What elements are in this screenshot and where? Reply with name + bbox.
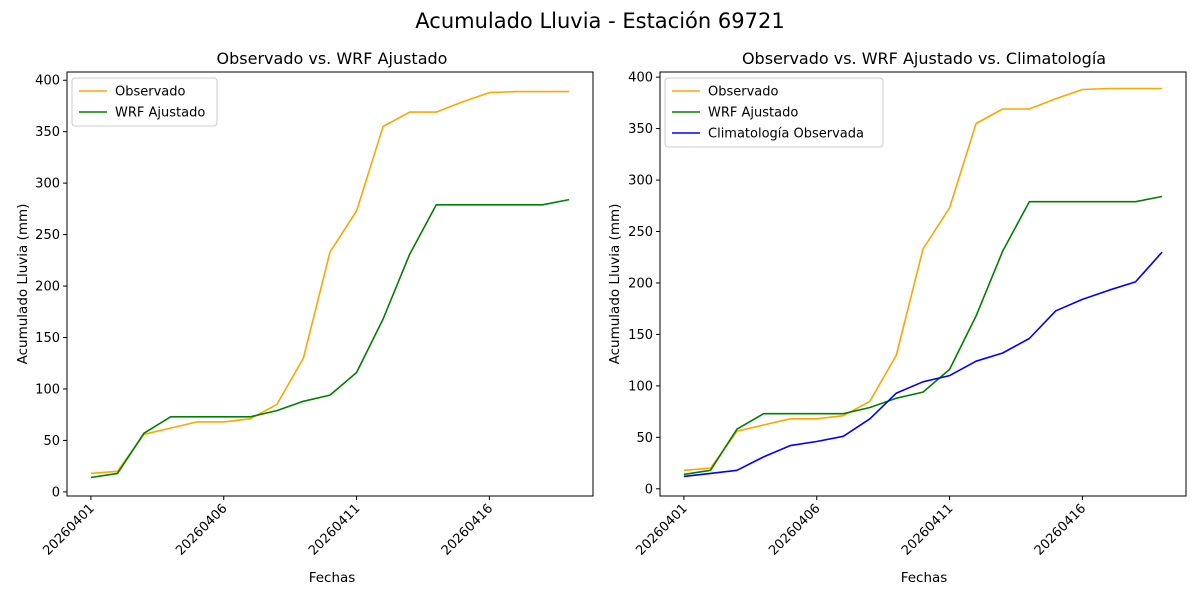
left-legend-entry: Observado [115, 85, 186, 100]
left-legend: Observado WRF Ajustado [71, 77, 218, 127]
left-y-tick-label: 300 [35, 177, 60, 192]
right-x-axis: 20260401 20260406 20260411 20260416 [633, 496, 1089, 559]
left-plot-area [66, 71, 594, 497]
left-y-tick-label: 250 [35, 228, 60, 243]
left-x-tick-label: 20260411 [306, 501, 363, 558]
right-y-tick-label: 350 [628, 122, 653, 137]
left-legend-box [71, 77, 218, 127]
right-chart-title: Observado vs. WRF Ajustado vs. Climatolo… [742, 49, 1106, 68]
left-y-tick-label: 0 [52, 485, 60, 500]
right-y-tick-label: 400 [628, 71, 653, 86]
right-y-tick-label: 150 [628, 328, 653, 343]
left-y-tick-label: 400 [35, 74, 60, 89]
right-legend-entry: WRF Ajustado [708, 106, 798, 121]
right-y-tick-label: 0 [645, 482, 653, 497]
right-legend: Observado WRF Ajustado Climatología Observ… [664, 77, 884, 148]
left-series-group [90, 90, 570, 479]
left-y-tick-label: 350 [35, 125, 60, 140]
right-x-tick-label: 20260416 [1032, 501, 1089, 558]
right-x-tick-label: 20260406 [766, 501, 823, 558]
figure-suptitle: Acumulado Lluvia - Estación 69721 [415, 9, 784, 33]
right-series-group [683, 87, 1163, 478]
left-legend-entry: WRF Ajustado [115, 106, 205, 121]
right-y-tick-label: 300 [628, 174, 653, 189]
left-y-tick-label: 200 [35, 280, 60, 295]
right-y-tick-label: 200 [628, 276, 653, 291]
left-y-axis: 0 50 100 150 200 250 300 350 400 [35, 74, 67, 500]
right-series-line-1 [683, 195, 1163, 476]
right-series-line-0 [683, 87, 1163, 472]
left-series-line-0 [90, 90, 570, 475]
right-plot-area [659, 71, 1187, 497]
right-x-axis-label: Fechas [901, 570, 948, 586]
left-series-line-1 [90, 198, 570, 479]
right-y-tick-label: 50 [636, 431, 653, 446]
right-x-tick-label: 20260401 [633, 501, 690, 558]
right-chart-panel: Observado vs. WRF Ajustado vs. Climatolo… [607, 49, 1187, 586]
left-y-tick-label: 50 [43, 434, 60, 449]
right-legend-box [664, 77, 884, 148]
left-x-axis: 20260401 20260406 20260411 20260416 [40, 496, 496, 559]
right-x-tick-label: 20260411 [899, 501, 956, 558]
left-y-tick-label: 100 [35, 382, 60, 397]
right-y-tick-label: 250 [628, 225, 653, 240]
right-y-axis: 0 50 100 150 200 250 300 350 400 [628, 71, 660, 497]
left-x-tick-label: 20260401 [40, 501, 97, 558]
right-y-tick-label: 100 [628, 379, 653, 394]
right-y-axis-label: Acumulado Lluvia (mm) [607, 204, 623, 365]
left-x-tick-label: 20260416 [439, 501, 496, 558]
right-legend-entry: Observado [708, 85, 779, 100]
left-y-axis-label: Acumulado Lluvia (mm) [15, 204, 31, 365]
left-x-axis-label: Fechas [309, 570, 356, 586]
left-chart-title: Observado vs. WRF Ajustado [217, 49, 448, 68]
right-series-line-2 [683, 251, 1163, 478]
right-legend-entry: Climatología Observada [708, 127, 864, 142]
left-chart-panel: Observado vs. WRF Ajustado 0 50 100 150 200 2… [15, 49, 594, 586]
left-y-tick-label: 150 [35, 331, 60, 346]
left-x-tick-label: 20260406 [173, 501, 230, 558]
